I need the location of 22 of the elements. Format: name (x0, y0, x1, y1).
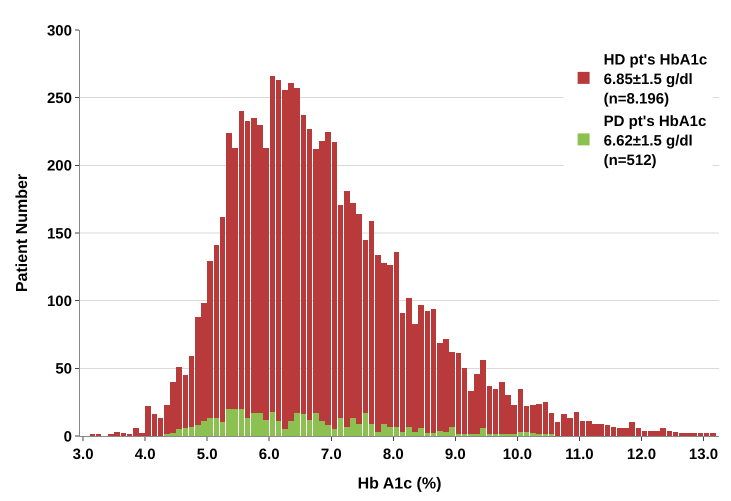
y-tick-label: 200 (46, 158, 72, 175)
legend-label: HD pt's HbA1c 6.85±1.5 g/dl (n=8.196) (604, 51, 708, 108)
y-tick-label: 300 (46, 22, 72, 40)
y-axis-title: Patient Number (14, 174, 31, 292)
y-tick-label: 0 (64, 428, 72, 446)
x-tick-label: 6.0 (258, 446, 280, 463)
x-tick-label: 10.0 (502, 446, 532, 463)
y-tick-label: 250 (46, 90, 72, 107)
x-tick-label: 9.0 (444, 446, 466, 463)
x-axis-title: Hb A1c (%) (358, 476, 442, 493)
x-tick-label: 3.0 (72, 446, 94, 463)
x-tick-label: 12.0 (626, 446, 656, 463)
x-tick-label: 8.0 (382, 446, 404, 463)
legend-label: PD pt's HbA1c 6.62±1.5 g/dl (n=512) (604, 112, 706, 169)
x-tick-label: 5.0 (196, 446, 218, 463)
x-tick-label: 11.0 (565, 446, 594, 463)
x-tick-label: 13.0 (688, 446, 718, 463)
x-tick-label: 4.0 (134, 446, 156, 463)
x-tick-label: 7.0 (320, 446, 342, 463)
y-tick-label: 50 (55, 360, 72, 378)
y-tick-label: 150 (46, 225, 72, 242)
y-tick-label: 100 (46, 292, 72, 310)
